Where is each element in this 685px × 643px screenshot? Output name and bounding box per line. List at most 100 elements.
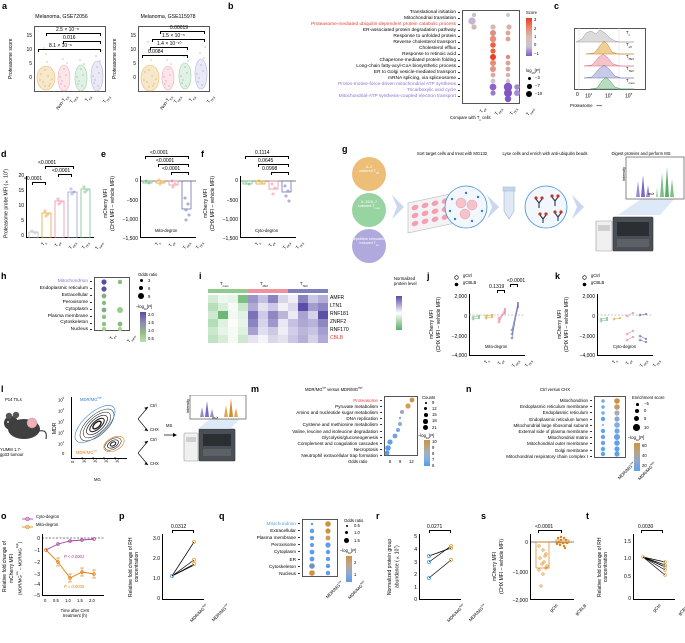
legend-score-tick: 1: [534, 34, 537, 39]
term-tick: [589, 430, 592, 432]
sig-bracket: [152, 39, 205, 42]
panel-b: b Translational initiation Mitochondrial …: [228, 0, 548, 122]
term-tick: [457, 78, 460, 79]
term-tick: [589, 449, 592, 451]
panel-e-label: e: [101, 149, 107, 159]
y-tick: 1.5: [624, 539, 631, 545]
legend-p-tick: 6: [432, 463, 435, 468]
ms-x-label: m/z: [648, 192, 655, 196]
term-label: Endoplasmic reticulum: [39, 285, 88, 291]
term-label: Endoplasmic reticulum lumen: [529, 416, 588, 422]
y-axis-label: Proteasome score: [112, 38, 118, 80]
bars-f: [240, 179, 296, 203]
term-tick: [297, 565, 300, 567]
legend-marker-cyto: [22, 516, 33, 522]
sig-bracket: [429, 530, 451, 533]
p-value: 0.0271: [427, 524, 443, 530]
x-tick: 12: [409, 459, 414, 464]
y-tick: −1: [34, 548, 40, 554]
sig-bracket: [38, 49, 101, 52]
x-tick: 101: [81, 456, 87, 463]
term-tick: [89, 288, 92, 289]
panel-d-label: d: [1, 149, 7, 159]
term-tick: [457, 60, 460, 61]
legend-counts-title: Counts: [422, 395, 436, 400]
legend-p-tick: 1.0: [148, 328, 154, 333]
term-label: ER-associated protein degradation pathwa…: [362, 28, 456, 33]
panel-j: j gCtrl gCBLB mCherry MFI (CHX MFI – veh…: [425, 272, 553, 387]
term-tick: [379, 442, 382, 444]
term-tick: [457, 36, 460, 37]
term-tick: [379, 412, 382, 413]
ridgeline-c: [575, 28, 634, 90]
x-tick: Tn: [39, 241, 49, 247]
x-tick: 104: [114, 456, 120, 463]
term-label: Endoplasmic reticulum: [542, 410, 588, 416]
legend-p-tick: 60: [642, 443, 647, 448]
gene-label: RNF181: [330, 311, 349, 317]
y-tick: 1.0: [153, 576, 160, 582]
panel-p-label: p: [119, 511, 125, 521]
contour-plot: [74, 405, 125, 453]
term-label: Valine, leucine and isoleucine degradati…: [292, 428, 378, 434]
term-label: Proton-motive-force-driven mitochondrial…: [338, 82, 456, 87]
x-tick: Tn: [253, 241, 263, 247]
y-tick: 1.0: [624, 556, 631, 562]
term-tick: [379, 430, 382, 432]
panel-q-label: q: [219, 511, 225, 521]
legend-p-tick: 20: [642, 463, 647, 468]
bars-e: [140, 178, 196, 222]
dotplot-n: [600, 398, 620, 457]
y-axis-label-3: (MDR/MGlow – MDR/MGhigh): [16, 541, 23, 595]
x-tick: Teff: [167, 241, 177, 248]
chart-title: Ctrl versus CHX: [540, 387, 571, 392]
group-label: TPEX: [260, 281, 269, 288]
step-label-3: Digest proteins and perform MS: [611, 151, 671, 156]
legend-p-tick: 8: [432, 451, 435, 456]
panel-p: p Relative fold change of RH concentrati…: [118, 511, 228, 643]
x-tick: Non-TEX: [55, 95, 71, 111]
x-tick: TPEX: [510, 359, 522, 369]
flow-plot: 105 104 103 102 101 0 MDR MDR/MGhigh MDR…: [52, 395, 138, 482]
panel-i: i Tmem TPEX TTEX: [198, 272, 417, 387]
sig-bracket: [46, 33, 101, 36]
ms-y-label: Intensity: [186, 399, 190, 414]
cell-circle-tmem: [352, 193, 386, 227]
y-tick: −1,500: [222, 236, 238, 242]
term-label: Proteasome: [353, 398, 378, 403]
chart-title: Melanoma, GSE72056: [35, 14, 88, 20]
x-tick: Tmem: [525, 107, 537, 117]
legend-marker-gcblb: [454, 282, 459, 287]
panel-h-label: h: [1, 271, 7, 281]
x-tick: TTEX: [523, 359, 535, 368]
p-value: 0.0645: [258, 158, 274, 164]
legend-es-dot: [636, 403, 639, 406]
ms-arrow-label: MS: [166, 423, 173, 428]
y-tick: 3.0: [153, 536, 160, 542]
term-tick: [589, 424, 592, 426]
y-tick: −2,000: [579, 334, 595, 340]
term-label: Mitochondrial respiratory chain complex …: [506, 453, 588, 459]
term-label: ER to Golgi vesicle-mediated transport: [373, 70, 456, 75]
x-tick: TTEX: [508, 107, 520, 116]
legend-p-gradient: [140, 312, 146, 342]
gene-label: AMFR: [330, 295, 345, 301]
y-tick: −500: [226, 198, 238, 204]
plot-frame: [462, 10, 520, 104]
ridge-label: Teff: [626, 42, 632, 49]
term-label: Pyruvate metabolism: [335, 404, 378, 410]
panel-note: Cyto-degron: [255, 228, 279, 233]
term-tick: [89, 308, 92, 310]
y-tick: −2: [34, 560, 40, 566]
legend-es-tick: 10: [644, 425, 649, 430]
term-label: Nucleus: [279, 570, 296, 576]
x-axis-label: Odds ratio: [348, 459, 368, 464]
p-value: <0.0001: [52, 168, 71, 174]
x-axis-label: Proteasome ⟶: [570, 103, 603, 108]
term-label: Translational initiation: [409, 10, 456, 15]
legend-p-tick: 2.0: [148, 312, 154, 317]
p-value: <0.0001: [535, 524, 554, 530]
x-tick: Tex: [108, 334, 118, 341]
y-tick: −1,000: [512, 570, 528, 576]
y-tick: −500: [126, 198, 138, 204]
